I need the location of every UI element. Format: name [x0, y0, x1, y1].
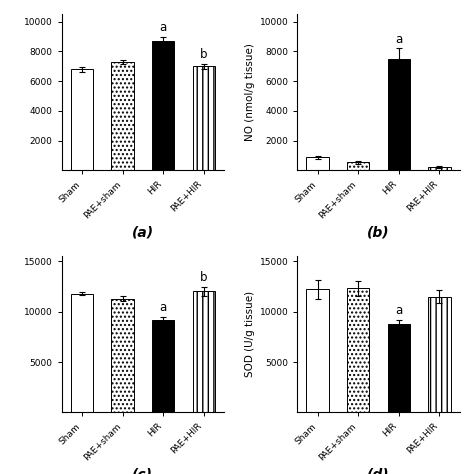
- Bar: [347, 163, 369, 170]
- Bar: [306, 157, 329, 170]
- X-axis label: (d): (d): [367, 468, 390, 474]
- Bar: [111, 299, 134, 412]
- Bar: [347, 289, 369, 412]
- Text: a: a: [395, 304, 402, 317]
- Bar: [428, 297, 451, 412]
- Text: a: a: [160, 21, 167, 34]
- Text: b: b: [200, 48, 208, 61]
- Y-axis label: NO (nmol/g tissue): NO (nmol/g tissue): [246, 43, 255, 141]
- Bar: [306, 290, 329, 412]
- Text: a: a: [395, 33, 402, 46]
- X-axis label: (a): (a): [132, 226, 154, 240]
- Bar: [71, 69, 93, 170]
- Bar: [152, 41, 174, 170]
- X-axis label: (c): (c): [132, 468, 154, 474]
- Bar: [388, 59, 410, 170]
- Y-axis label: SOD (U/g tissue): SOD (U/g tissue): [246, 291, 255, 377]
- Text: b: b: [200, 271, 208, 284]
- Bar: [192, 292, 215, 412]
- Bar: [71, 293, 93, 412]
- Bar: [428, 167, 451, 170]
- Text: a: a: [160, 301, 167, 314]
- Bar: [111, 62, 134, 170]
- Bar: [192, 66, 215, 170]
- Bar: [388, 324, 410, 412]
- X-axis label: (b): (b): [367, 226, 390, 240]
- Bar: [152, 319, 174, 412]
